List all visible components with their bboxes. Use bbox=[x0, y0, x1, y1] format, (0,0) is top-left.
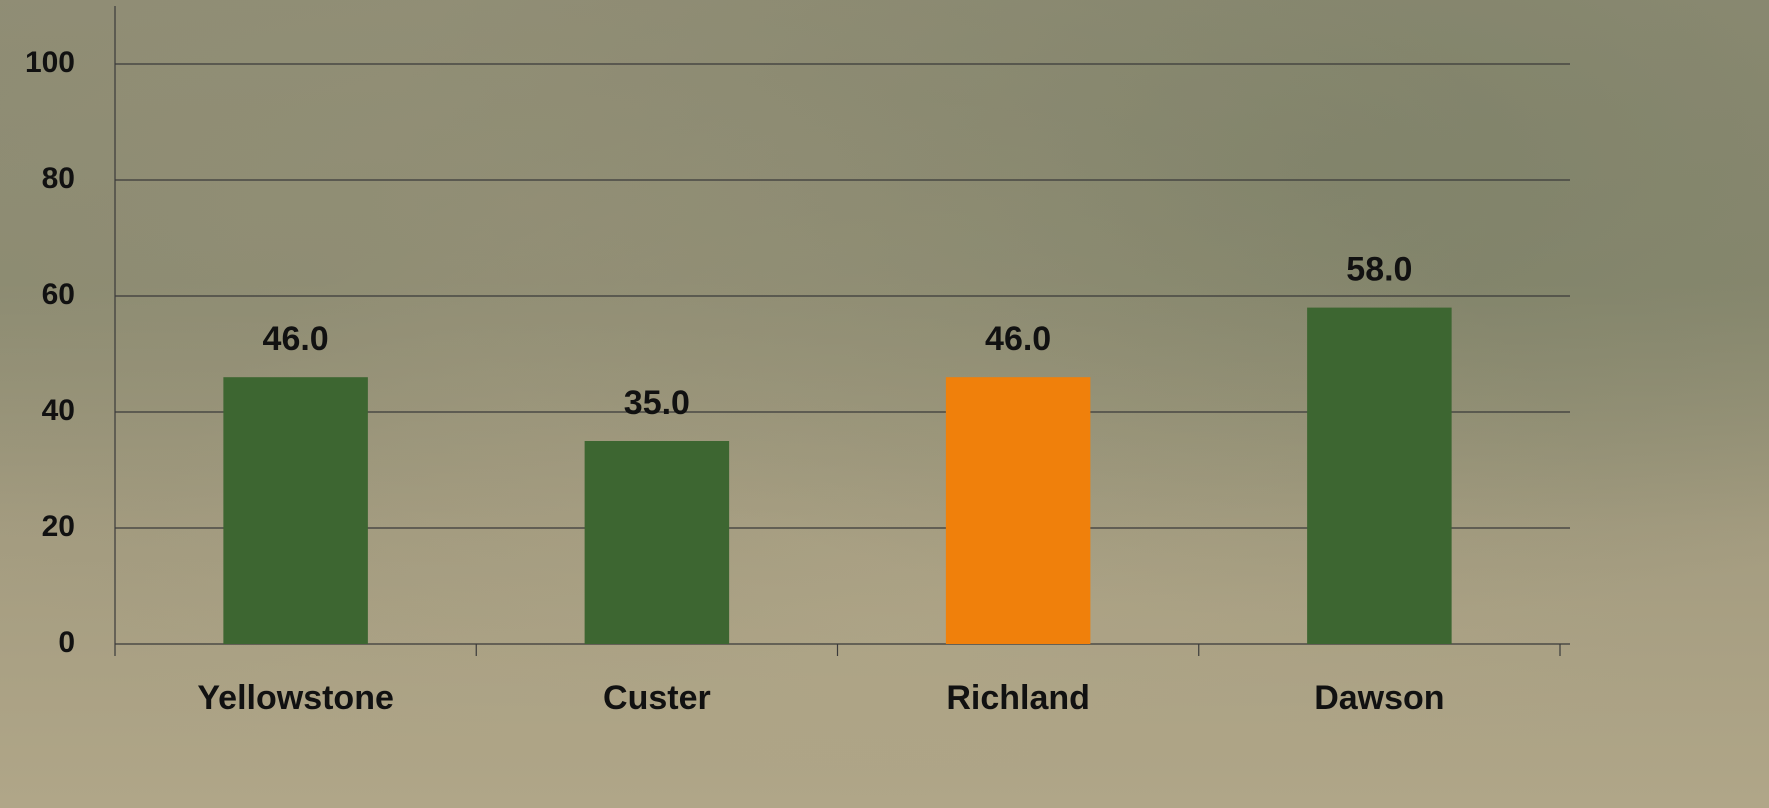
bar bbox=[1307, 308, 1452, 644]
x-tick-label: Custer bbox=[603, 679, 711, 717]
value-label: 46.0 bbox=[263, 320, 329, 358]
x-tick-label: Richland bbox=[946, 679, 1090, 717]
y-tick-label: 0 bbox=[58, 626, 75, 659]
x-tick-label: Yellowstone bbox=[197, 679, 394, 717]
value-label: 46.0 bbox=[985, 320, 1051, 358]
chart: 0 20 40 60 80 100 Yellowstone 46.0 Custer 35.0 Ric… bbox=[0, 0, 1769, 808]
y-tick-label: 60 bbox=[42, 278, 75, 311]
y-tick-label: 80 bbox=[42, 162, 75, 195]
x-tick-label: Dawson bbox=[1314, 679, 1444, 717]
bar bbox=[946, 377, 1091, 644]
bar bbox=[585, 441, 730, 644]
y-tick-label: 100 bbox=[25, 46, 75, 79]
value-label: 35.0 bbox=[624, 384, 690, 422]
bar bbox=[223, 377, 368, 644]
y-tick-label: 40 bbox=[42, 394, 75, 427]
value-label: 58.0 bbox=[1346, 251, 1412, 289]
page: 0 20 40 60 80 100 Yellowstone 46.0 Custer 35.0 Ric… bbox=[0, 0, 1769, 808]
y-tick-label: 20 bbox=[42, 510, 75, 543]
